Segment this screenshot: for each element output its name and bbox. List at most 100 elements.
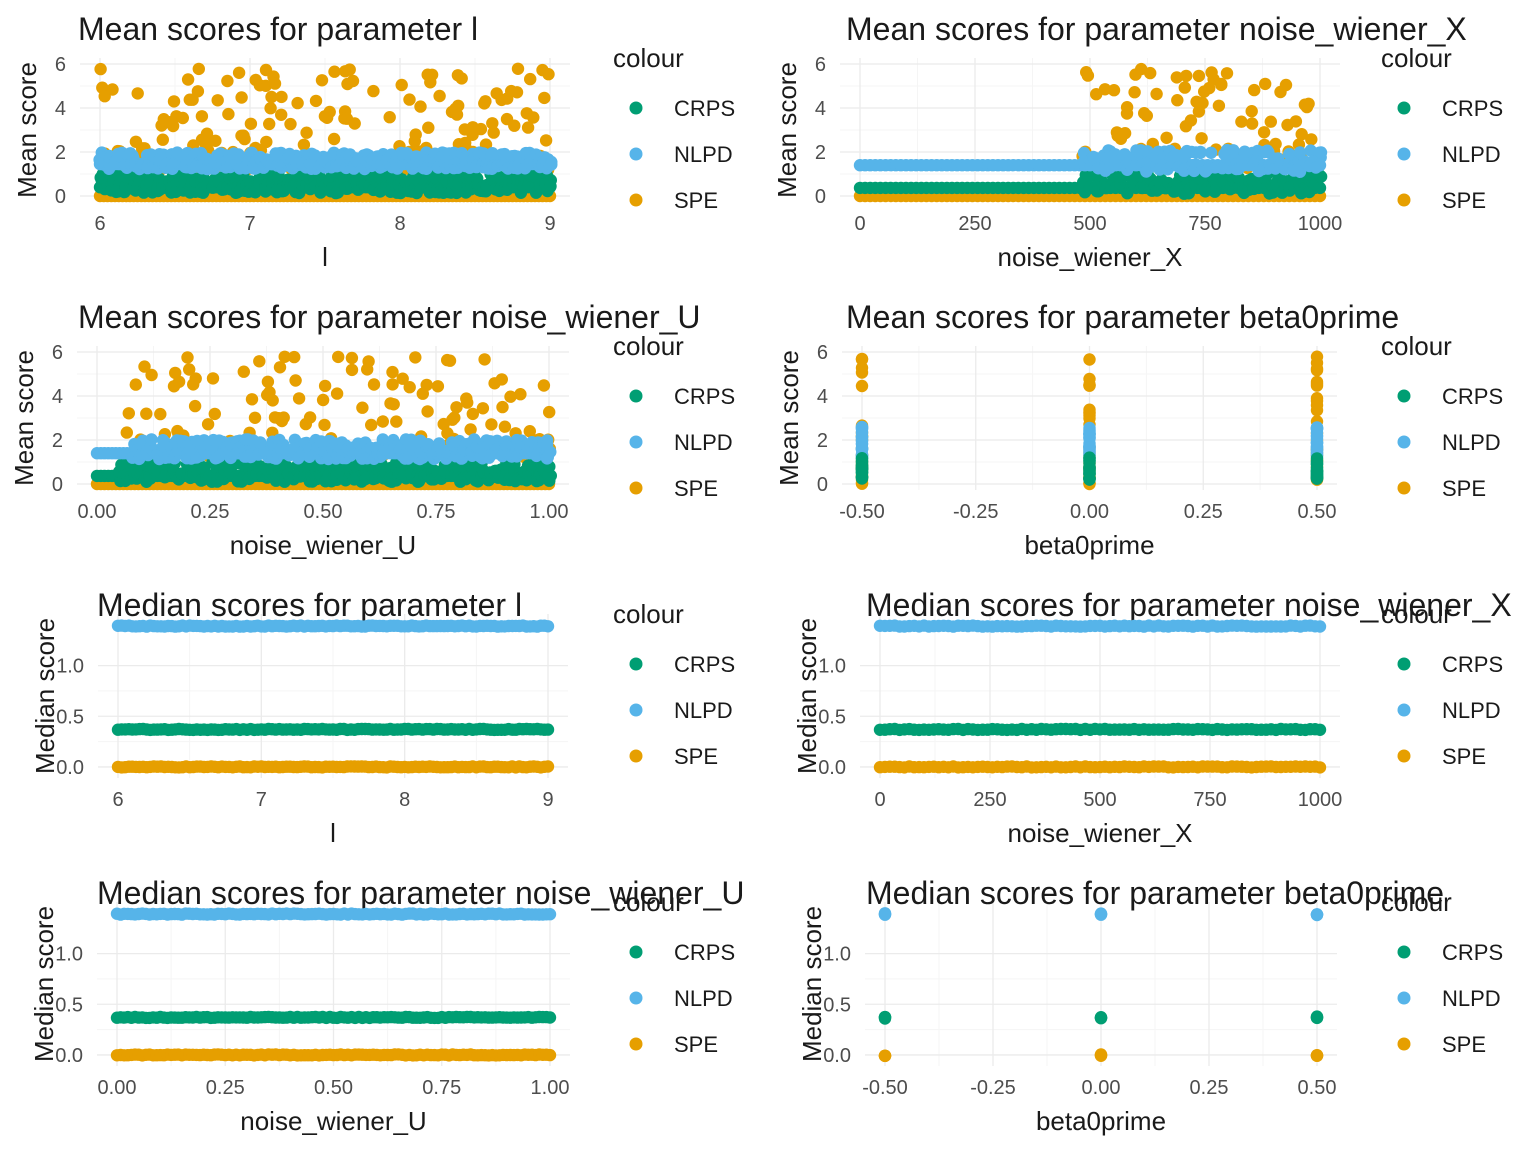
legend-label-spe: SPE <box>674 188 718 213</box>
point-spe <box>396 372 409 385</box>
point-spe <box>474 122 488 136</box>
y-tick-label: 4 <box>52 386 63 408</box>
point-spe <box>181 73 195 86</box>
point-spe <box>1083 407 1096 420</box>
point-spe <box>273 361 287 374</box>
x-axis-label: noise_wiener_X <box>997 242 1182 272</box>
x-tick-label: 0 <box>854 213 865 235</box>
point-spe <box>253 355 266 368</box>
point-nlpd <box>543 908 557 921</box>
y-tick-label: 0.5 <box>55 994 83 1016</box>
point-spe <box>421 405 434 418</box>
legend-label-crps: CRPS <box>674 940 735 965</box>
point-spe <box>181 351 194 364</box>
legend-label-crps: CRPS <box>1442 384 1503 409</box>
point-spe <box>323 105 336 119</box>
y-tick-label: 1.0 <box>818 656 846 678</box>
point-spe <box>172 375 186 388</box>
point-spe <box>527 111 540 124</box>
point-spe <box>1184 114 1198 127</box>
point-spe <box>176 111 189 125</box>
point-nlpd <box>545 158 558 171</box>
y-tick-label: 0 <box>52 474 63 496</box>
legend-key-nlpd <box>629 147 643 161</box>
point-spe <box>504 390 517 403</box>
point-spe <box>289 374 302 387</box>
point-spe <box>386 378 399 391</box>
y-tick-label: 4 <box>815 98 826 120</box>
legend-key-spe <box>629 1037 643 1051</box>
point-spe <box>189 372 202 385</box>
legend-label-spe: SPE <box>1442 188 1486 213</box>
point-spe <box>260 135 273 149</box>
point-spe <box>278 350 291 363</box>
point-spe <box>303 411 317 424</box>
point-spe <box>300 126 313 139</box>
point-spe <box>248 411 262 424</box>
point-spe <box>387 398 400 411</box>
point-spe <box>485 418 498 431</box>
point-spe <box>1178 81 1192 94</box>
point-crps <box>544 469 557 482</box>
point-crps <box>543 1011 557 1024</box>
y-tick-label: 4 <box>55 98 66 120</box>
point-nlpd <box>541 620 555 633</box>
x-tick-label: 0.25 <box>1184 501 1223 523</box>
point-spe <box>365 418 378 432</box>
point-spe <box>191 85 205 98</box>
point-spe <box>425 68 439 82</box>
panel-title: Mean scores for parameter beta0prime <box>846 299 1399 335</box>
point-nlpd <box>1310 908 1324 921</box>
point-spe <box>208 407 221 421</box>
y-tick-label: 0 <box>55 186 66 208</box>
x-tick-label: 500 <box>1073 213 1106 235</box>
point-spe <box>403 381 416 394</box>
point-spe <box>1081 69 1095 82</box>
point-spe <box>106 83 119 96</box>
point-spe <box>855 379 869 393</box>
y-tick-label: 6 <box>52 342 63 364</box>
point-spe <box>1094 1048 1108 1061</box>
point-spe <box>332 350 345 364</box>
point-spe <box>878 1049 892 1063</box>
legend-key-nlpd <box>629 991 643 1005</box>
point-spe <box>261 375 275 388</box>
point-spe <box>1205 66 1218 79</box>
point-spe <box>521 121 535 134</box>
point-spe <box>343 63 356 76</box>
panel-title: Mean scores for parameter noise_wiener_U <box>78 299 701 335</box>
legend-key-crps <box>629 389 643 403</box>
y-tick-label: 0 <box>817 474 828 496</box>
point-crps <box>1094 1011 1108 1024</box>
point-spe <box>543 1048 557 1062</box>
legend-key-crps <box>1397 101 1411 115</box>
point-spe <box>318 379 332 393</box>
point-spe <box>201 418 215 431</box>
point-spe <box>510 86 524 99</box>
y-tick-label: 1.0 <box>823 944 851 966</box>
point-spe <box>245 393 259 406</box>
point-spe <box>238 132 251 146</box>
point-crps <box>1310 464 1324 477</box>
point-spe <box>318 418 331 432</box>
point-crps <box>1083 468 1096 481</box>
legend-label-spe: SPE <box>1442 1032 1486 1057</box>
x-tick-label: -0.25 <box>953 501 999 523</box>
point-spe <box>1170 71 1184 84</box>
y-tick-label: 0.5 <box>823 994 851 1016</box>
point-spe <box>464 423 477 436</box>
point-spe <box>1257 126 1271 139</box>
legend-key-crps <box>629 945 643 959</box>
y-tick-label: 6 <box>815 54 826 76</box>
legend-title: colour <box>613 599 684 629</box>
point-spe <box>1248 83 1261 97</box>
legend-label-nlpd: NLPD <box>674 698 733 723</box>
point-spe <box>140 407 153 420</box>
point-spe <box>1107 84 1121 97</box>
point-spe <box>309 94 323 108</box>
legend-key-spe <box>1397 481 1411 495</box>
point-spe <box>478 353 491 366</box>
